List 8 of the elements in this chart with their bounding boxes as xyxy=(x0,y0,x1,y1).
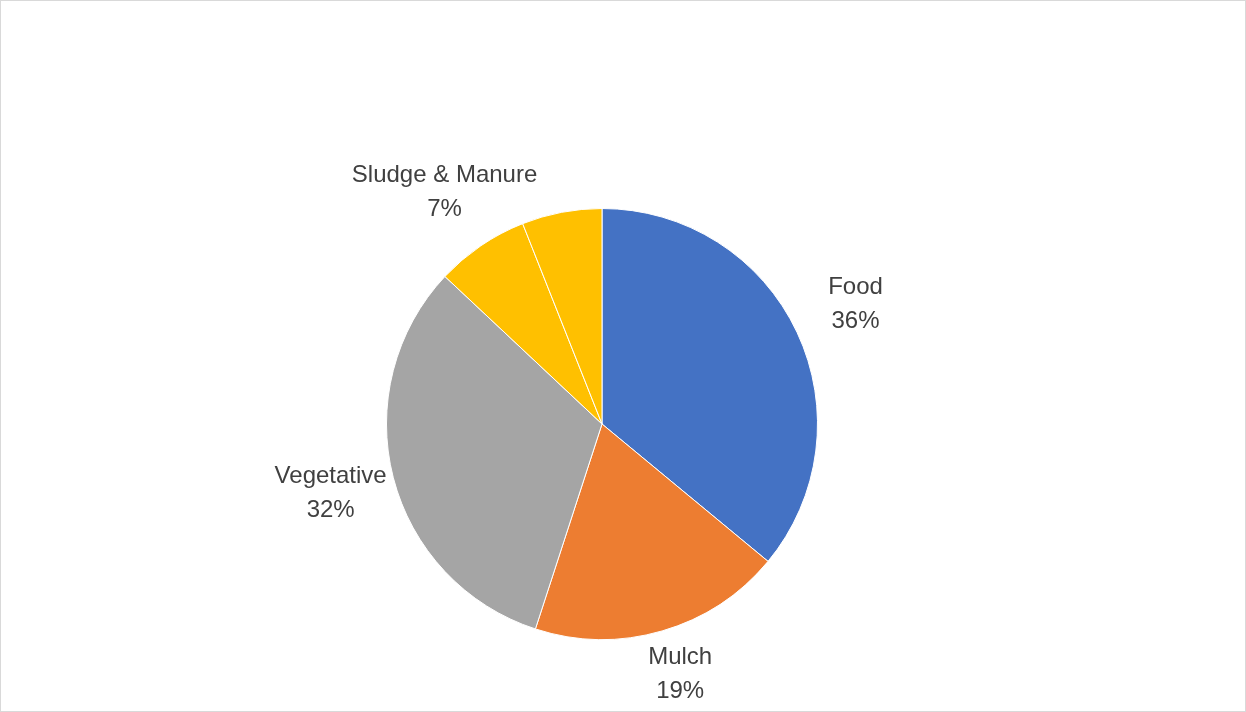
data-label: 19% xyxy=(656,675,705,703)
slice-label: Mulch xyxy=(648,641,713,669)
slice-label: Sludge & Manure xyxy=(351,159,538,187)
data-label: 7% xyxy=(427,193,462,221)
data-label: 32% xyxy=(306,495,355,523)
slice-label: Food xyxy=(828,272,883,300)
data-label: 36% xyxy=(831,306,880,334)
slice-label: Vegetative xyxy=(274,461,387,489)
